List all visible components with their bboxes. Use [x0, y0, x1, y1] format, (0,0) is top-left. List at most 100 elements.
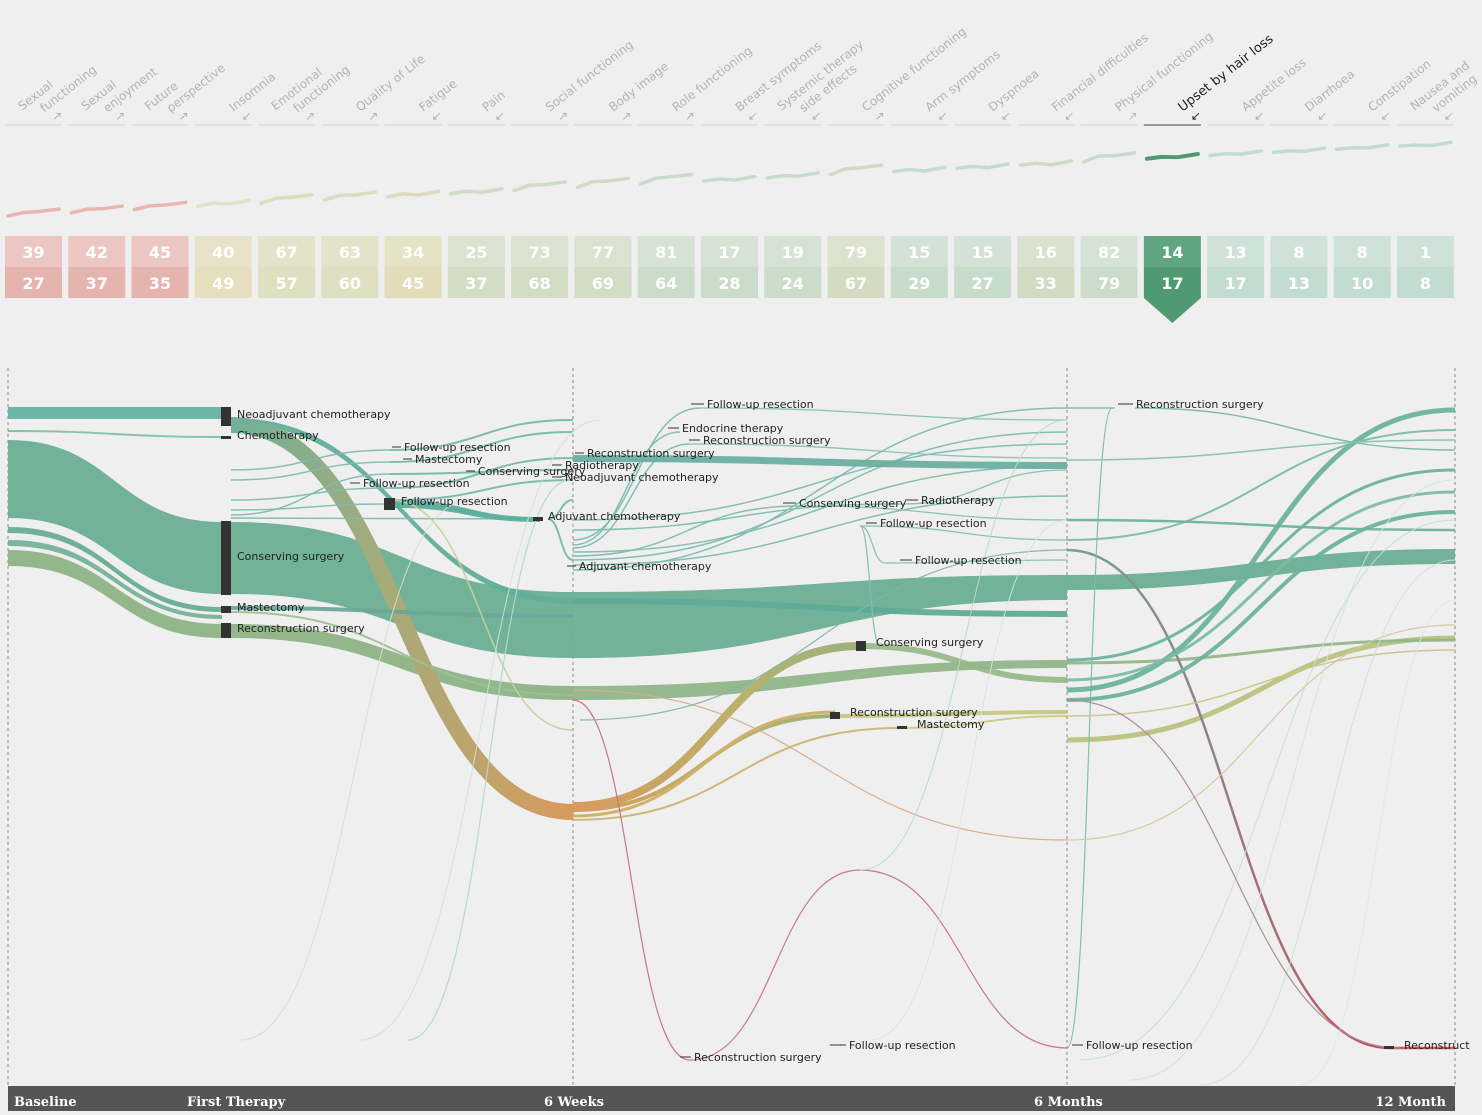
sparkline — [1208, 149, 1263, 158]
score-box-bottom — [1396, 267, 1454, 298]
flow-link — [239, 499, 471, 1041]
sparkline — [1398, 140, 1453, 148]
score-top-value: 15 — [971, 243, 993, 262]
flow-link — [1066, 548, 1391, 1050]
flow-link — [1066, 699, 1401, 1049]
flow-link — [1066, 510, 1456, 702]
node-label: Follow-up resection — [880, 517, 987, 530]
sparkline — [322, 190, 378, 202]
flow-link — [1066, 635, 1456, 743]
direction-arrow-icon: ↙ — [1254, 109, 1264, 123]
score-top-value: 39 — [22, 243, 44, 262]
score-box-bottom — [574, 267, 632, 298]
direction-arrow-icon: ↗ — [305, 109, 315, 123]
score-bottom-value: 35 — [149, 274, 171, 293]
score-bottom-value: 13 — [1288, 274, 1310, 293]
flow-link — [1066, 407, 1456, 693]
node-label: Follow-up resection — [401, 495, 508, 508]
score-box-bottom — [511, 267, 569, 298]
score-bottom-value: 67 — [845, 274, 867, 293]
score-top-value: 63 — [339, 243, 361, 262]
score-box-top — [954, 236, 1012, 267]
node-label: Follow-up resection — [915, 554, 1022, 567]
node-label: Conserving surgery — [799, 497, 907, 510]
flow-link — [572, 642, 861, 810]
flow-link — [230, 473, 391, 516]
node-bar — [221, 521, 231, 595]
score-bottom-value: 45 — [402, 274, 424, 293]
flow-ribbon — [8, 527, 222, 612]
node-label: Reconstruction surgery — [1136, 398, 1264, 411]
flow-link — [572, 407, 701, 541]
score-box-top — [637, 236, 695, 267]
flow-ribbon — [231, 522, 573, 658]
sparkline — [702, 174, 757, 183]
flow-ribbon — [573, 598, 1067, 617]
timeline-label: First Therapy — [187, 1095, 286, 1110]
score-box-bottom — [827, 267, 885, 298]
score-top-value: 79 — [845, 243, 867, 262]
flow-link — [572, 503, 901, 531]
node-label: Follow-up resection — [707, 398, 814, 411]
score-box-bottom — [700, 267, 758, 298]
score-bottom-value: 37 — [465, 274, 487, 293]
flow-link — [579, 549, 1068, 721]
direction-arrow-icon: ↗ — [52, 109, 62, 123]
score-box-top — [131, 236, 189, 267]
direction-arrow-icon: ↗ — [1128, 109, 1138, 123]
direction-arrow-icon: ↙ — [1064, 109, 1074, 123]
score-top-value: 19 — [782, 243, 804, 262]
direction-arrow-icon: ↗ — [875, 109, 885, 123]
flow-link — [1066, 439, 1456, 461]
node-label: Conserving surgery — [237, 550, 345, 563]
flow-link — [1066, 429, 1456, 541]
node-label: Reconstruction surgery — [694, 1051, 822, 1064]
flow-link — [572, 431, 681, 546]
score-box-bottom — [1270, 267, 1328, 298]
flow-link — [799, 505, 1068, 521]
score-box-bottom — [1333, 267, 1391, 298]
direction-arrow-icon: ↙ — [1381, 109, 1391, 123]
score-box-top — [1017, 236, 1075, 267]
score-top-value: 1 — [1420, 243, 1431, 262]
flow-link — [389, 499, 574, 731]
score-box-top — [1270, 236, 1328, 267]
node-bar — [384, 498, 395, 510]
score-top-value: 34 — [402, 243, 424, 262]
score-bottom-value: 29 — [908, 274, 930, 293]
node-label: Reconstruct — [1404, 1039, 1470, 1052]
node-label: Neoadjuvant chemotherapy — [565, 471, 719, 484]
direction-arrow-icon: ↙ — [1317, 109, 1327, 123]
node-label: Neoadjuvant chemotherapy — [237, 408, 391, 421]
score-box-top — [1143, 236, 1201, 267]
flow-link — [689, 443, 1068, 459]
sparkline — [512, 180, 567, 193]
sparkline — [828, 163, 884, 177]
score-box-bottom — [321, 267, 379, 298]
node-bar — [830, 712, 840, 719]
flow-link — [689, 869, 861, 1061]
score-box-bottom — [1207, 267, 1265, 298]
sparkline — [1271, 146, 1327, 155]
node-label: Radiotherapy — [921, 494, 995, 507]
score-top-value: 45 — [149, 243, 171, 262]
score-box-top — [764, 236, 822, 267]
score-top-value: 17 — [718, 243, 740, 262]
flow-link — [899, 469, 1068, 505]
node-label: Reconstruction surgery — [587, 447, 715, 460]
flow-link — [859, 525, 1068, 541]
flow-ribbon — [573, 455, 1067, 469]
direction-arrow-icon: ↙ — [938, 109, 948, 123]
score-box-top — [1080, 236, 1138, 267]
direction-arrow-icon: ↙ — [495, 109, 505, 123]
score-box-top — [321, 236, 379, 267]
sparkline — [1144, 152, 1200, 161]
sparkline — [765, 171, 820, 180]
flow-link — [389, 431, 574, 463]
flow-link — [1066, 490, 1456, 682]
direction-arrow-icon: ↗ — [179, 109, 189, 123]
sparkline — [575, 176, 631, 190]
flow-link — [1066, 407, 1113, 1049]
